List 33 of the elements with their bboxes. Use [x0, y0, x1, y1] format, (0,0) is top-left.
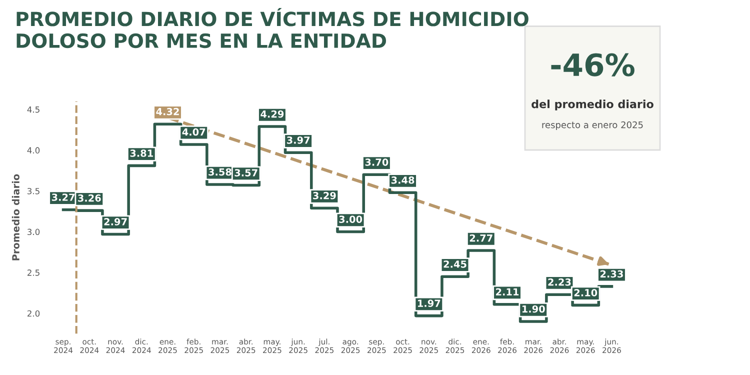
data-label: 3.29 — [313, 192, 336, 200]
data-label: 1.90 — [522, 305, 545, 313]
y-tick-label: 4.5 — [27, 106, 40, 113]
annotation: respecto a enero 2025 — [542, 121, 643, 130]
data-label: 3.00 — [339, 216, 362, 223]
y-axis-title: Promedio diario — [12, 174, 20, 260]
y-tick-label: 2.5 — [27, 270, 40, 276]
y-tick-label: 2.0 — [27, 310, 40, 317]
data-label: 2.33 — [600, 270, 623, 278]
text: -46% — [551, 53, 634, 76]
annotation: del promedio diario — [532, 100, 654, 110]
data-label: 3.57 — [234, 169, 258, 176]
data-label: 2.77 — [470, 234, 492, 242]
data-label: 2.11 — [496, 288, 519, 296]
data-label: 3.81 — [130, 150, 153, 157]
data-label: 3.27 — [52, 194, 74, 201]
data-label: 2.23 — [548, 278, 571, 286]
data-label: 2.97 — [104, 218, 127, 226]
data-label: 1.97 — [418, 300, 440, 307]
data-label: 3.26 — [78, 194, 101, 202]
data-label: 4.29 — [260, 110, 284, 118]
y-tick-label: 3.0 — [28, 228, 40, 236]
data-label: 3.48 — [391, 176, 414, 184]
data-label: 4.07 — [182, 128, 206, 136]
data-label: 3.97 — [286, 136, 310, 144]
chart-title: PROMEDIO DIARIO DE VÍCTIMAS DE HOMICIDIO DOLOSO POR MES EN LA ENTIDAD — [16, 8, 528, 48]
y-tick-label: 4.0 — [27, 147, 40, 154]
y-tick-label: 3.5 — [28, 188, 40, 194]
data-label: 2.10 — [574, 289, 598, 296]
data-label: 3.58 — [208, 168, 232, 176]
data-label: 4.32 — [156, 108, 179, 116]
data-label: 2.45 — [444, 260, 466, 268]
data-label: 3.70 — [365, 158, 388, 166]
